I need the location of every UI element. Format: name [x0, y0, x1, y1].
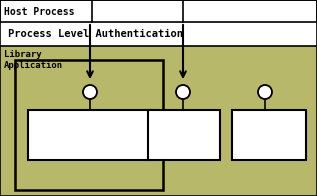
Circle shape: [83, 85, 97, 99]
Bar: [28, 110, 152, 160]
Bar: [148, 110, 220, 160]
Bar: [0, 46, 317, 196]
Bar: [232, 110, 306, 160]
Circle shape: [176, 85, 190, 99]
Bar: [0, 22, 317, 46]
Text: Library
Application: Library Application: [4, 50, 63, 70]
Bar: [15, 60, 163, 190]
Text: Process Level Authentication: Process Level Authentication: [8, 29, 183, 39]
Text: Host Process: Host Process: [4, 7, 74, 17]
Circle shape: [258, 85, 272, 99]
